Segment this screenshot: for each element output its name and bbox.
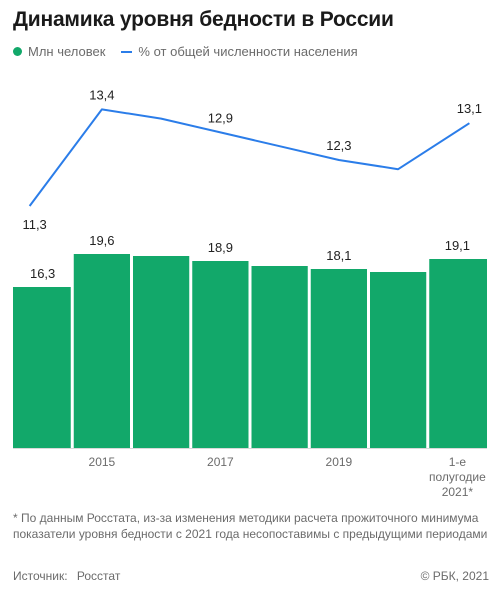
bar-label-5: 18,1 (326, 248, 351, 263)
x-tick-label-7-1: полугодие (429, 470, 486, 484)
footnote: * По данным Росстата, из-за изменения ме… (13, 511, 488, 541)
x-tick-label-3-0: 2017 (207, 455, 234, 469)
bar-2020 (370, 272, 427, 448)
bar-label-0: 16,3 (30, 266, 55, 281)
chart-title: Динамика уровня бедности в России (13, 8, 394, 31)
legend-item-bars: Млн человек (13, 44, 105, 59)
bar-2017 (192, 261, 249, 448)
copyright: © РБК, 2021 (420, 569, 489, 583)
bar-2019 (310, 269, 367, 448)
bar-2018 (251, 266, 308, 448)
bar-1-е (429, 259, 487, 448)
line-label-1: 13,4 (89, 87, 114, 102)
x-tick-label-7-0: 1-е (449, 455, 467, 469)
line-label-7: 13,1 (457, 101, 482, 116)
legend-line-icon (121, 50, 133, 53)
legend: Млн человек % от общей численности насел… (13, 44, 374, 59)
source: Источник: Росстат (13, 569, 126, 583)
legend-label-bars: Млн человек (28, 44, 106, 59)
bar-label-7: 19,1 (445, 238, 470, 253)
line-label-5: 12,3 (326, 138, 351, 153)
legend-dot-icon (13, 47, 22, 56)
bar-2014 (13, 287, 71, 448)
line-label-0: 11,3 (22, 217, 46, 232)
line-label-3: 12,9 (208, 110, 233, 125)
source-label: Источник: (13, 569, 68, 583)
legend-label-line: % от общей численности населения (138, 44, 358, 59)
source-value: Росстат (76, 569, 121, 583)
bar-label-1: 19,6 (89, 233, 114, 248)
line-series-percent (28, 108, 470, 207)
x-tick-label-1-0: 2015 (89, 455, 116, 469)
bar-label-3: 18,9 (208, 240, 233, 255)
footer: Источник: Росстат © РБК, 2021 (13, 569, 489, 583)
x-tick-label-5-0: 2019 (326, 455, 353, 469)
bar-2015 (73, 254, 130, 448)
bar-2016 (133, 256, 190, 448)
x-tick-label-7-2: 2021* (442, 485, 474, 499)
legend-item-line: % от общей численности населения (121, 44, 358, 59)
